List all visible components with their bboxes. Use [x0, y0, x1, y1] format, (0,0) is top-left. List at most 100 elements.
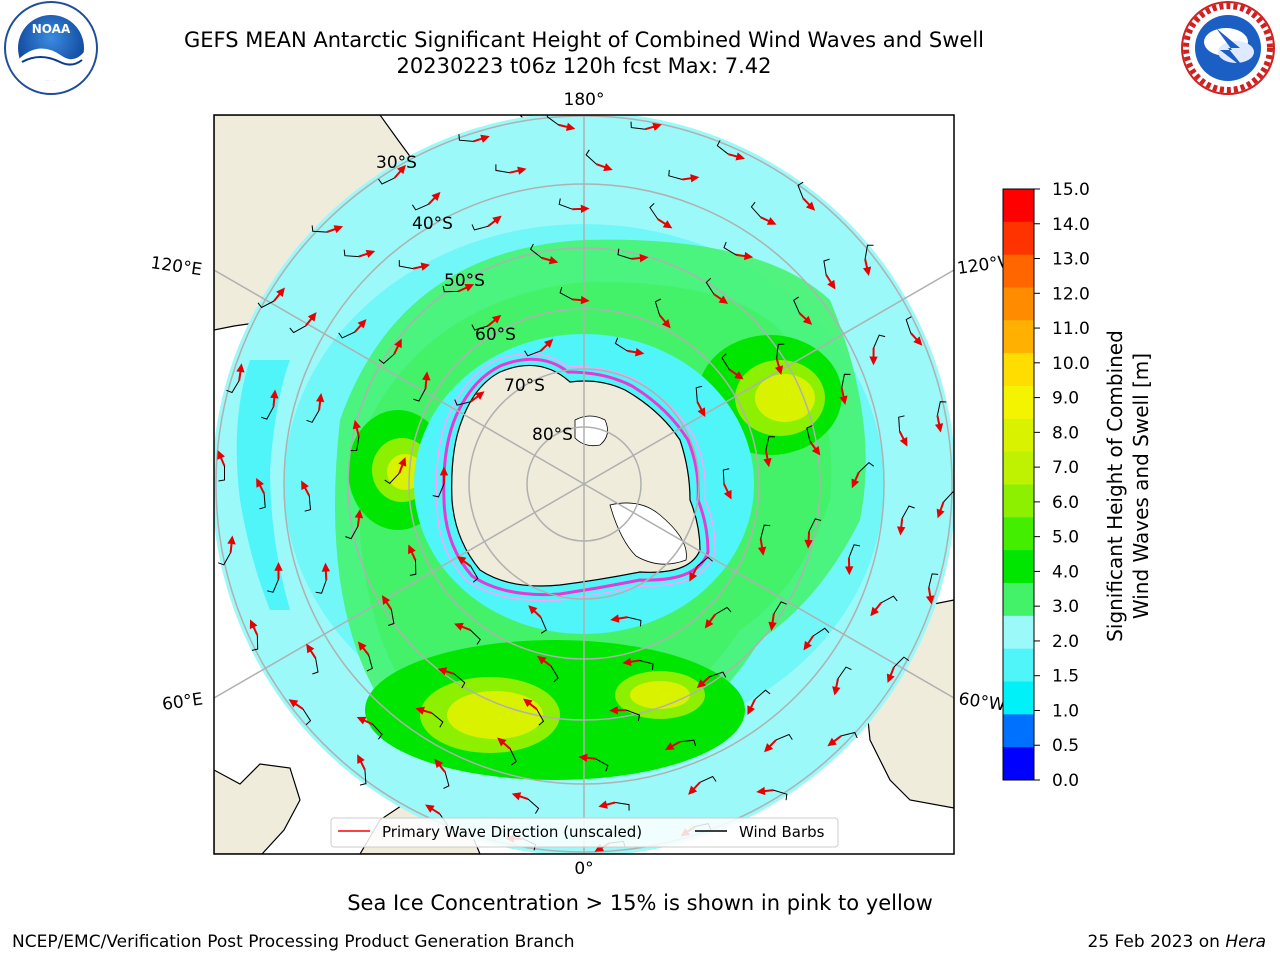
colorbar-tick-label: 10.0 [1052, 354, 1090, 374]
wave-direction-arrow [886, 666, 895, 684]
wave-direction-arrow [288, 699, 304, 710]
wave-direction-arrow [321, 562, 331, 581]
wind-barb [723, 241, 737, 256]
wind-barb [218, 466, 225, 482]
legend-label-wind-barbs: Wind Barbs [739, 823, 825, 841]
wind-barb [721, 353, 730, 370]
wind-barb [550, 665, 559, 683]
wave-direction-arrow [578, 753, 596, 763]
wind-barb [251, 635, 259, 651]
wind-barb [699, 775, 717, 783]
lat-label-70s: 70°S [504, 376, 545, 396]
wind-barb [378, 177, 395, 185]
wind-barb [812, 627, 830, 637]
wave-direction-arrow [598, 800, 616, 809]
wave-direction-arrow [622, 657, 640, 667]
wind-barb [529, 243, 542, 259]
wave-direction-arrow [408, 544, 417, 561]
wave-direction-arrow [596, 163, 613, 172]
wind-barb [936, 401, 947, 416]
wind-barb [471, 224, 489, 231]
wave-direction-arrow [358, 249, 376, 258]
wind-barb [306, 409, 320, 423]
wind-barb [649, 202, 659, 220]
wind-barb [540, 616, 547, 634]
wave-direction-arrow [270, 389, 279, 407]
wave-direction-arrow [747, 698, 756, 715]
lon-label-0: 0° [574, 859, 593, 879]
wave-direction-arrow [851, 471, 860, 489]
wind-barb [454, 399, 471, 406]
wave-direction-arrow [236, 363, 245, 381]
chart-title: GEFS MEAN Antarctic Significant Height o… [183, 28, 985, 52]
wave-direction-arrow [273, 287, 285, 302]
wind-barb [267, 579, 279, 593]
wind-barb [905, 316, 912, 334]
wave-direction-arrow [316, 392, 325, 411]
wave-direction-arrow [713, 293, 729, 304]
wind-barb [754, 689, 771, 700]
colorbar-segment [1003, 451, 1034, 485]
wave-direction-arrow [398, 457, 407, 474]
colorbar-segment [1003, 353, 1034, 387]
wind-barb [559, 286, 573, 300]
wave-direction-arrow [832, 678, 841, 696]
colorbar-tick-label: 4.0 [1052, 562, 1079, 582]
wave-direction-arrow [305, 312, 317, 327]
wave-direction-arrow [644, 122, 662, 131]
wave-direction-arrow [558, 122, 576, 131]
colorbar-segment [1003, 615, 1034, 650]
wind-barb [841, 373, 851, 389]
wind-barb [626, 709, 641, 722]
wave-direction-arrow [393, 164, 406, 179]
lon-label-120e: 120°E [149, 253, 203, 280]
wind-barb [806, 425, 813, 442]
wind-barb [398, 260, 414, 270]
wave-direction-arrow [457, 283, 475, 293]
footer-machine: Hera [1225, 932, 1266, 952]
wave-direction-arrow [511, 792, 529, 801]
wave-direction-arrow [472, 134, 490, 143]
wave-direction-arrow [664, 740, 681, 751]
legend-label-primary-wave: Primary Wave Direction (unscaled) [382, 823, 642, 841]
wave-direction-arrow [522, 698, 538, 710]
wind-barb [409, 560, 417, 576]
wave-direction-arrow [528, 605, 542, 618]
colorbar-segment [1003, 550, 1034, 584]
wave-direction-arrow [301, 480, 311, 497]
wind-barb [338, 331, 356, 339]
wind-barb [260, 406, 274, 420]
wave-direction-arrow [657, 218, 673, 229]
svg-text:NOAA: NOAA [32, 22, 71, 36]
wind-barb [695, 385, 703, 402]
wind-barb [259, 493, 266, 510]
wave-direction-arrow [381, 595, 393, 611]
wave-direction-arrow [896, 518, 906, 536]
chart-subtitle: 20230223 t06z 120h fcst Max: 7.42 [396, 54, 772, 78]
wind-barb [411, 203, 429, 211]
wind-barb [524, 350, 541, 357]
wave-direction-arrow [412, 262, 430, 271]
colorbar-segment [1003, 714, 1034, 748]
wave-direction-arrow [249, 619, 259, 636]
wind-barb [898, 415, 905, 432]
wave-direction-arrow [768, 613, 777, 631]
wave-direction-arrow [764, 739, 777, 753]
wave-direction-arrow [509, 166, 527, 175]
colorbar-tick-label: 3.0 [1052, 597, 1079, 617]
wind-barb [442, 285, 459, 293]
lat-label-30s: 30°S [376, 153, 417, 173]
map-frame [213, 114, 955, 855]
wind-barb [793, 296, 800, 314]
wind-barb [873, 334, 886, 349]
wind-barb [841, 731, 858, 739]
noaa-logo: NOAA [4, 1, 98, 95]
wind-barb [536, 708, 545, 726]
map-panel [214, 115, 954, 854]
wave-direction-arrow [627, 348, 645, 357]
colorbar-tick-label: 0.0 [1052, 771, 1079, 791]
wind-barb [722, 468, 730, 485]
wave-direction-arrow [803, 635, 814, 651]
wave-direction-arrow [688, 781, 701, 795]
